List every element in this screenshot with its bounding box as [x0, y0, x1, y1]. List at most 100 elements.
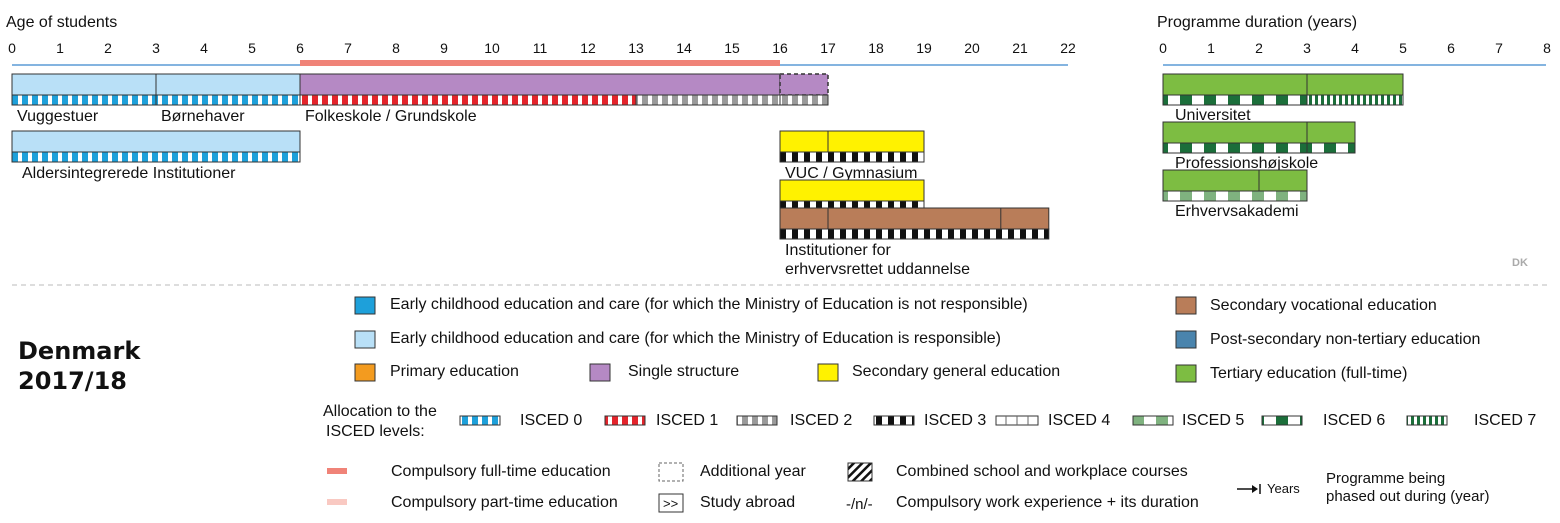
age-tick-14: 14	[676, 40, 692, 56]
isced3-strip	[779, 228, 1050, 240]
age-tick-4: 4	[200, 40, 208, 56]
isced0-strip	[155, 94, 301, 106]
age-tick-0: 0	[8, 40, 16, 56]
swatch-additional-year	[658, 462, 684, 482]
programme-label: Folkeskole / Grundskole	[305, 108, 477, 125]
legend-phased-out-1: Programme being	[1326, 470, 1446, 487]
age-tick-22: 22	[1060, 40, 1076, 56]
duration-axis-title: Programme duration (years)	[1157, 14, 1357, 31]
age-tick-2: 2	[104, 40, 112, 56]
study-abroad-symbol: >>	[663, 496, 678, 511]
swatch-secondary-vocational	[1175, 296, 1197, 315]
legend-isced3: ISCED 3	[924, 412, 987, 429]
programme-label-2: erhvervsrettet uddannelse	[785, 261, 970, 278]
country-year: 2017/18	[18, 367, 127, 395]
legend-compulsory-full: Compulsory full-time education	[391, 463, 611, 480]
age-tick-17: 17	[820, 40, 836, 56]
programme-bar	[779, 130, 925, 153]
years-label: Years	[1267, 481, 1300, 496]
swatch-combined	[847, 462, 873, 482]
legend-compulsory-part: Compulsory part-time education	[391, 494, 618, 511]
duration-tick-0: 0	[1159, 40, 1167, 56]
isced6-strip	[1306, 142, 1356, 154]
age-tick-21: 21	[1012, 40, 1028, 56]
tertiary-label: Universitet	[1175, 107, 1251, 124]
legend-allocation-2: ISCED levels:	[326, 423, 425, 440]
age-tick-18: 18	[868, 40, 884, 56]
programme-bar	[779, 73, 829, 96]
legend-combined: Combined school and workplace courses	[896, 463, 1188, 480]
work-experience-symbol: -/n/-	[846, 496, 873, 513]
age-tick-11: 11	[533, 40, 548, 56]
age-tick-8: 8	[392, 40, 400, 56]
age-tick-6: 6	[296, 40, 304, 56]
programme-bar	[779, 207, 1050, 230]
country-name: Denmark	[18, 337, 141, 365]
age-tick-15: 15	[724, 40, 740, 56]
legend-ecec-not-ministry: Early childhood education and care (for …	[390, 296, 1028, 313]
legend-isced7: ISCED 7	[1474, 412, 1537, 429]
duration-axis-ticks: 0 1 2 3 4 5 6 7 8	[1159, 40, 1551, 56]
legend-secondary-general: Secondary general education	[852, 363, 1061, 380]
legend-isced1: ISCED 1	[656, 412, 719, 429]
tertiary-bar	[1162, 73, 1404, 96]
duration-tick-4: 4	[1351, 40, 1359, 56]
age-axis-title: Age of students	[6, 14, 117, 31]
legend-tertiary: Tertiary education (full-time)	[1210, 365, 1408, 382]
programme-bar	[155, 73, 301, 96]
isced5-strip	[1162, 190, 1308, 202]
programme-bars: Vuggestuer Børnehaver Folkeskole / Grundsk…	[11, 73, 1050, 278]
duration-tick-6: 6	[1447, 40, 1455, 56]
swatch-isced1	[604, 415, 646, 426]
legend-isced2: ISCED 2	[790, 412, 853, 429]
legend-phased-out-2: phased out during (year)	[1326, 488, 1490, 505]
legend-allocation-1: Allocation to the	[323, 403, 437, 420]
tertiary-bar	[1162, 169, 1308, 192]
legend-secondary-vocational: Secondary vocational education	[1210, 297, 1437, 314]
isced7-strip	[1306, 94, 1404, 106]
tertiary-bar	[1162, 121, 1356, 144]
swatch-study-abroad	[658, 493, 684, 513]
isced0-strip	[11, 151, 301, 163]
duration-tick-5: 5	[1399, 40, 1407, 56]
isced2-strip	[779, 94, 829, 106]
tertiary-bars: Universitet Professionshøjskole Erhvervsak…	[1162, 73, 1404, 220]
legend-post-secondary: Post-secondary non-tertiary education	[1210, 331, 1481, 348]
legend-isced0: ISCED 0	[520, 412, 583, 429]
legend-isced6: ISCED 6	[1323, 412, 1386, 429]
age-tick-19: 19	[916, 40, 932, 56]
legend-work-experience: Compulsory work experience + its duratio…	[896, 494, 1199, 511]
isced6-strip	[1162, 94, 1308, 106]
isced3-strip	[779, 151, 925, 163]
swatch-primary	[354, 363, 376, 382]
swatch-ecec-not-ministry	[354, 296, 376, 315]
age-tick-5: 5	[248, 40, 256, 56]
duration-tick-2: 2	[1255, 40, 1263, 56]
swatch-isced7	[1406, 415, 1448, 426]
tertiary-label: Erhvervsakademi	[1175, 203, 1299, 220]
country-label: Denmark 2017/18	[18, 336, 140, 396]
age-tick-12: 12	[580, 40, 596, 56]
legend-isced5: ISCED 5	[1182, 412, 1245, 429]
legend-ecec-ministry: Early childhood education and care (for …	[390, 330, 1001, 347]
swatch-secondary-general	[817, 363, 839, 382]
programme-label: Børnehaver	[161, 108, 245, 125]
swatch-tertiary	[1175, 364, 1197, 383]
swatch-isced6	[1261, 415, 1303, 426]
age-tick-9: 9	[440, 40, 448, 56]
duration-tick-8: 8	[1543, 40, 1551, 56]
legend-additional-year: Additional year	[700, 463, 806, 480]
isced0-strip	[11, 94, 157, 106]
age-tick-10: 10	[484, 40, 500, 56]
swatch-isced5	[1132, 415, 1174, 426]
programme-bar	[299, 73, 781, 96]
swatch-ecec-ministry	[354, 330, 376, 349]
age-tick-7: 7	[344, 40, 352, 56]
programme-bar	[11, 130, 301, 153]
programme-bar	[11, 73, 157, 96]
legend-primary: Primary education	[390, 363, 519, 380]
duration-tick-1: 1	[1207, 40, 1215, 56]
swatch-single-structure	[589, 363, 611, 382]
compulsory-full-time-bar	[300, 60, 780, 66]
